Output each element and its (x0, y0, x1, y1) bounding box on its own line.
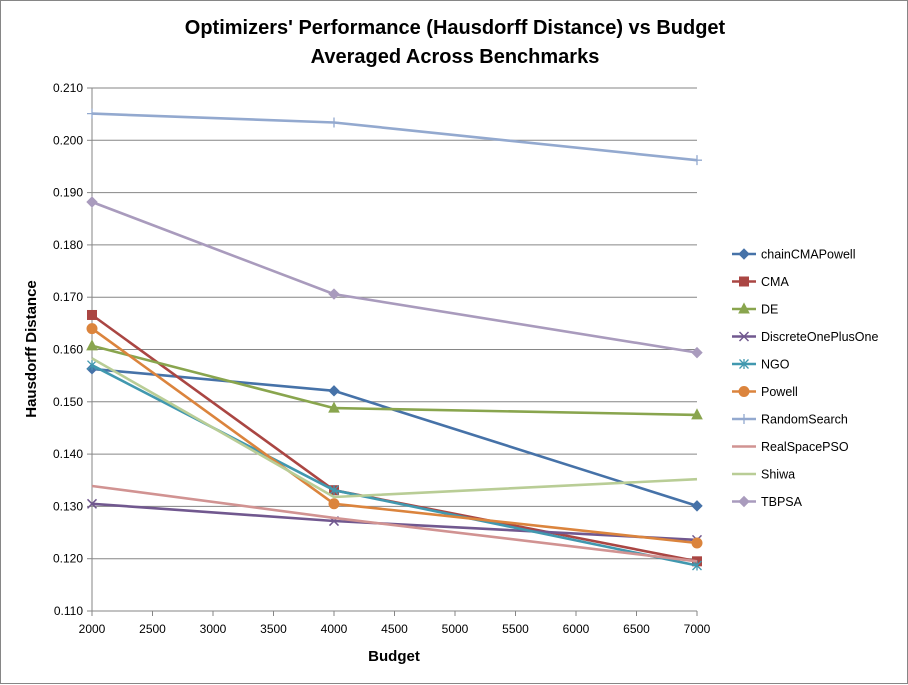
legend-marker-randomsearch (739, 414, 749, 424)
legend-entry-randomsearch: RandomSearch (732, 413, 848, 427)
data-point-ngo (329, 485, 339, 496)
data-point-randomsearch (329, 117, 339, 128)
legend-label-tbpsa: TBPSA (761, 495, 803, 509)
y-tick-label: 0.120 (53, 552, 83, 566)
data-point-chaincmapowell (691, 500, 703, 512)
y-tick-label: 0.180 (53, 238, 83, 252)
legend-label-shiwa: Shiwa (761, 468, 795, 482)
series-line-chaincmapowell (91, 367, 698, 508)
x-tick-label: 2500 (139, 622, 166, 636)
series-cma (87, 309, 702, 567)
legend-entry-chaincmapowell: chainCMAPowell (732, 248, 855, 262)
series-line-tbpsa (91, 200, 698, 354)
x-tick-label: 2000 (79, 622, 106, 636)
x-tick-label: 4500 (381, 622, 408, 636)
y-tick-label: 0.150 (53, 395, 83, 409)
data-point-tbpsa (86, 196, 98, 208)
legend-label-ngo: NGO (761, 358, 790, 372)
y-axis-title: Hausdorff Distance (23, 280, 40, 418)
y-tick-label: 0.210 (53, 81, 83, 95)
legend-entry-discreteoneplusone: DiscreteOnePlusOne (732, 330, 878, 344)
legend-label-powell: Powell (761, 385, 798, 399)
legend-entry-de: DE (732, 302, 778, 317)
chart-subtitle: Averaged Across Benchmarks (311, 46, 600, 68)
data-point-tbpsa (328, 288, 340, 300)
series-line-shiwa (91, 357, 698, 499)
legend-entry-shiwa: Shiwa (732, 468, 795, 482)
x-tick-label: 5000 (442, 622, 469, 636)
legend-entry-ngo: NGO (732, 358, 790, 372)
data-point-randomsearch (87, 108, 97, 119)
data-point-tbpsa (691, 346, 703, 359)
data-point-de (86, 339, 98, 351)
series-shiwa (91, 357, 698, 499)
legend-marker-discreteoneplusone (738, 331, 750, 342)
series-powell (86, 323, 703, 549)
data-point-de (328, 401, 340, 413)
y-tick-label: 0.160 (53, 343, 83, 357)
series-tbpsa (86, 196, 703, 359)
axes (87, 87, 698, 616)
y-tick-label: 0.110 (54, 604, 83, 618)
data-point-chaincmapowell (328, 385, 340, 397)
y-tick-labels: 0.110 0.120 0.130 0.140 0.150 0.160 0.170 0.180… (53, 81, 83, 618)
legend-marker-cma (739, 276, 749, 287)
x-tick-label: 3500 (260, 622, 287, 636)
series-line-realspacepso (91, 484, 698, 563)
data-point-discreteoneplusone (86, 498, 98, 509)
legend-label-chaincmapowell: chainCMAPowell (761, 248, 855, 262)
legend-label-de: DE (761, 303, 778, 317)
legend: chainCMAPowell CMA DE DiscreteOnePlusOne NGO… (732, 248, 878, 509)
data-point-cma (87, 309, 97, 320)
legend-label-cma: CMA (761, 275, 789, 289)
legend-entry-powell: Powell (732, 385, 798, 399)
legend-marker-ngo (739, 359, 749, 369)
series-chaincmapowell (86, 363, 703, 512)
x-tick-label: 6000 (563, 622, 590, 636)
y-tick-label: 0.200 (53, 133, 83, 147)
data-point-powell (691, 537, 703, 549)
legend-label-discreteoneplusone: DiscreteOnePlusOne (761, 330, 878, 344)
legend-marker-de (738, 302, 750, 314)
legend-entry-cma: CMA (732, 275, 789, 289)
data-point-de (691, 408, 703, 420)
series-lines (86, 108, 703, 571)
data-point-powell (328, 498, 340, 510)
x-tick-label: 7000 (684, 622, 711, 636)
series-randomsearch (87, 108, 702, 166)
legend-label-realspacepso: RealSpacePSO (761, 440, 849, 454)
legend-marker-powell (738, 386, 750, 397)
x-tick-label: 4000 (321, 622, 348, 636)
legend-marker-tbpsa (738, 495, 750, 508)
series-realspacepso (91, 484, 698, 563)
x-tick-label: 6500 (623, 622, 650, 636)
y-tick-label: 0.140 (53, 447, 83, 461)
chart-title: Optimizers' Performance (Hausdorff Dista… (185, 17, 726, 39)
gridlines (92, 87, 697, 560)
y-tick-label: 0.170 (53, 290, 83, 304)
series-de (86, 339, 703, 420)
data-point-ngo (692, 560, 702, 571)
series-line-randomsearch (91, 112, 698, 162)
legend-entry-tbpsa: TBPSA (732, 495, 803, 509)
x-tick-labels: 2000 2500 3000 3500 4000 4500 5000 5500 6000 6500… (79, 622, 711, 636)
x-axis-title: Budget (368, 648, 420, 665)
data-point-randomsearch (692, 155, 702, 166)
legend-entry-realspacepso: RealSpacePSO (732, 440, 849, 454)
x-tick-label: 3000 (200, 622, 227, 636)
series-ngo (87, 360, 702, 571)
y-tick-label: 0.130 (53, 499, 83, 513)
x-tick-label: 5500 (502, 622, 529, 636)
legend-label-randomsearch: RandomSearch (761, 413, 848, 427)
data-point-ngo (87, 360, 97, 371)
y-tick-label: 0.190 (53, 186, 83, 200)
legend-marker-chaincmapowell (738, 248, 750, 260)
data-point-powell (86, 323, 98, 335)
